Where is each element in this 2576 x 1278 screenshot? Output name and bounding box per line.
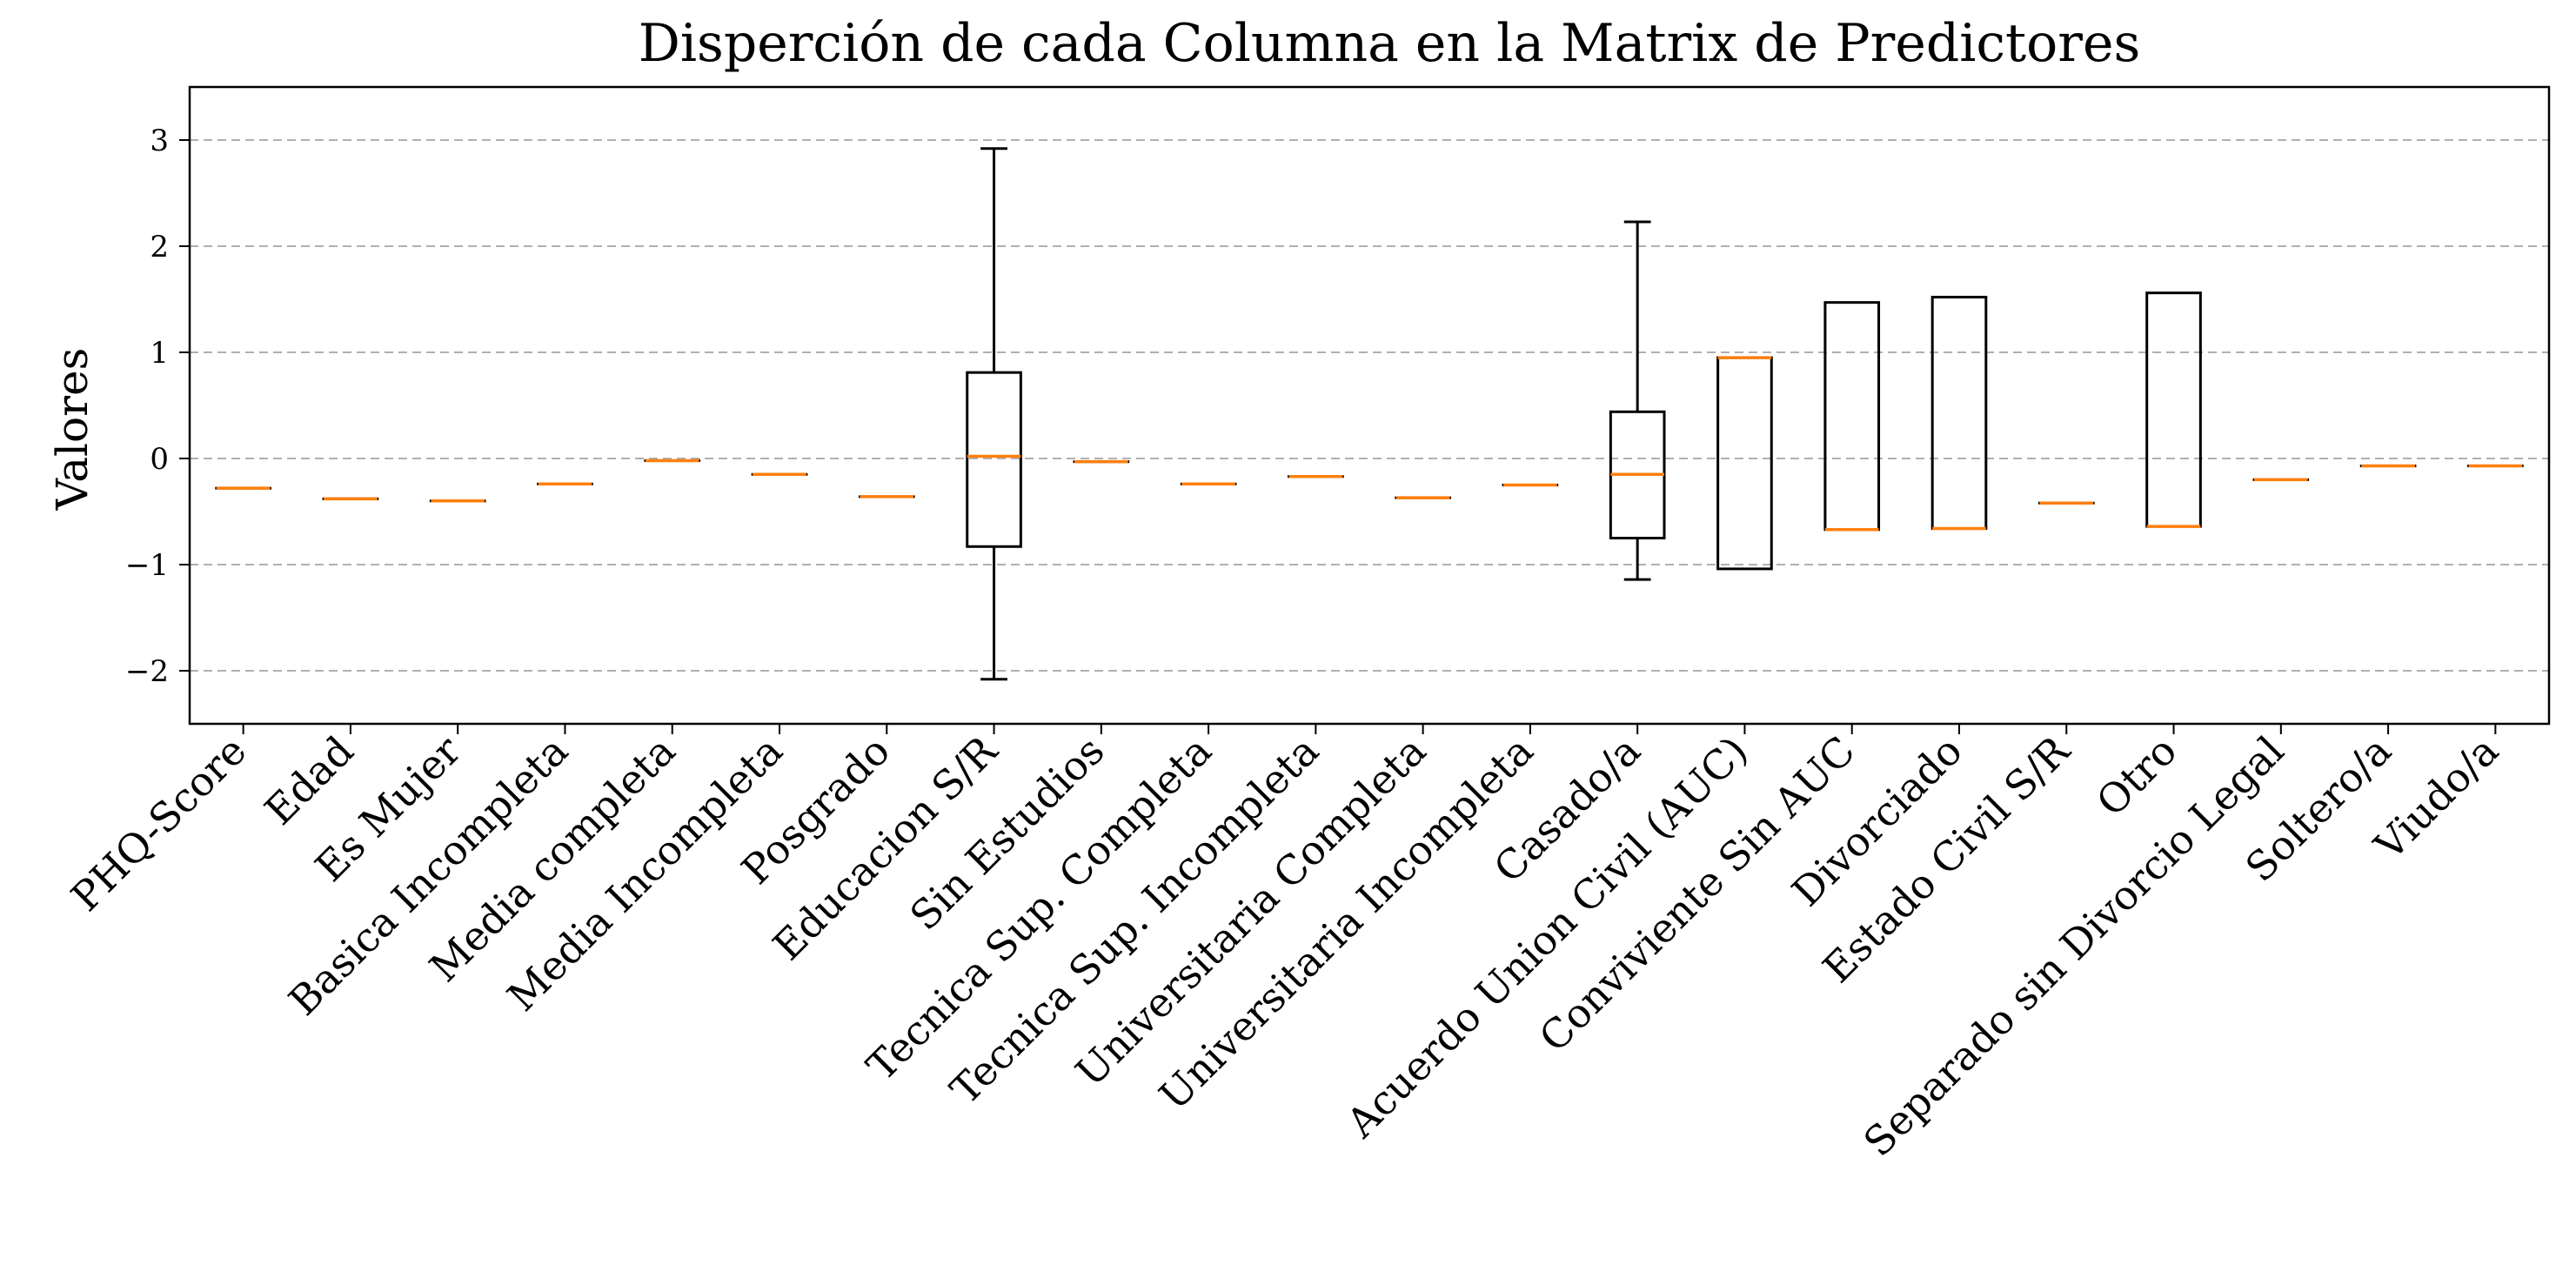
y-tick-label: −2 — [125, 654, 169, 689]
y-tick-label: 2 — [150, 230, 169, 264]
y-tick-label: 0 — [150, 442, 169, 477]
y-axis-label: Valores — [47, 348, 97, 512]
y-tick-label: 1 — [150, 336, 169, 371]
box-layer — [215, 147, 2524, 681]
box-14 — [1609, 220, 1666, 581]
box-15 — [1716, 356, 1773, 571]
y-tick-label: 3 — [150, 124, 169, 158]
grid-layer — [190, 139, 2549, 672]
box-17 — [1930, 296, 1988, 531]
plot-frame — [188, 85, 2551, 726]
box-iqr — [966, 371, 1022, 548]
chart-title: Disperción de cada Columna en la Matrix … — [639, 13, 2141, 74]
y-tick-label: −1 — [125, 548, 169, 583]
box-19 — [2145, 291, 2202, 528]
axis-layer — [179, 85, 2551, 734]
y-tick-labels: −2 −1 0 1 2 3 — [125, 124, 169, 689]
box-16 — [1823, 301, 1881, 532]
box-8 — [966, 147, 1022, 681]
